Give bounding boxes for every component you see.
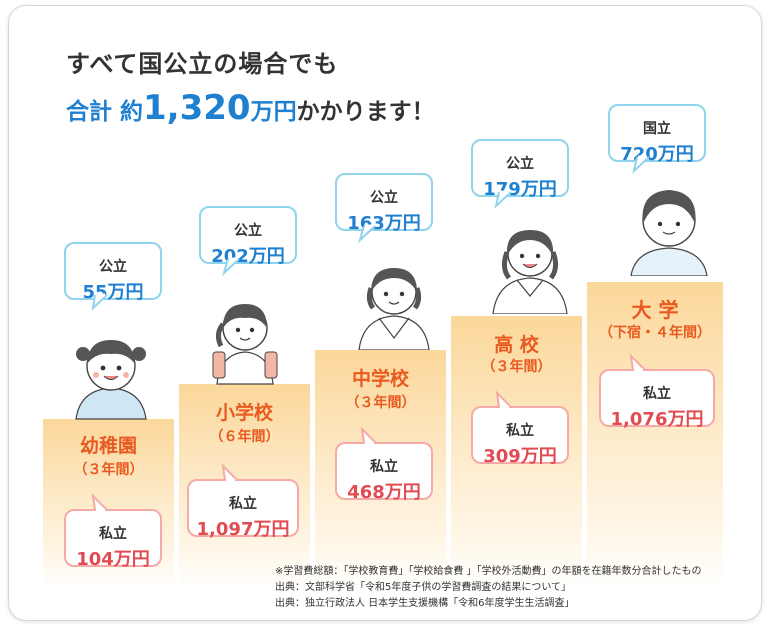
infographic-card: すべて国公立の場合でも 合計 約1,320万円かかります！ 幼稚園 （３年間） …: [8, 5, 762, 621]
private-bubble-high-school: 私立 309万円: [471, 406, 569, 467]
bubble-value: 202万円: [211, 246, 285, 267]
footnote: 出典：文部科学省「令和5年度子供の学習費調査の結果について」: [275, 582, 572, 593]
bubble-type: 公立: [99, 259, 127, 275]
child-kindergarten-illustration: [75, 340, 147, 420]
bubble-value: 720万円: [620, 144, 694, 165]
public-bubble-kindergarten: 公立 55万円: [64, 242, 162, 303]
stage-years: （３年間）: [73, 462, 144, 478]
bubble-value: 179万円: [483, 179, 557, 200]
bubble-value: 55万円: [82, 282, 144, 303]
stage-name: 幼稚園: [79, 435, 137, 457]
stage-name: 高 校: [494, 334, 539, 356]
bubble-type: 私立: [229, 496, 257, 512]
bubble-type: 公立: [506, 156, 534, 172]
footnote: 出典：独立行政法人 日本学生支援機構「令和6年度学生生活調査」: [275, 598, 575, 609]
headline-suffix: かかります！: [296, 99, 435, 125]
public-bubble-elementary: 公立 202万円: [199, 206, 297, 267]
public-bubble-high-school: 公立 179万円: [471, 139, 569, 200]
bubble-type: 国立: [643, 121, 671, 137]
bubble-type: 私立: [370, 459, 398, 475]
bubble-type: 私立: [643, 386, 671, 402]
stage-name: 小学校: [215, 402, 273, 424]
bubble-type: 私立: [99, 526, 127, 542]
footnote: ※学習費総額：「学校教育費」「学校給食費 」「学校外活動費」の年額を在籍年数分合…: [275, 566, 702, 577]
stage-years: （３年間）: [345, 395, 416, 411]
private-bubble-junior-high: 私立 468万円: [335, 442, 433, 503]
student-university-illustration: [630, 190, 708, 276]
private-bubble-university: 私立 1,076万円: [599, 369, 715, 430]
stage-years: （３年間）: [481, 359, 552, 375]
bubble-value: 309万円: [483, 446, 557, 467]
bubble-value: 1,076万円: [610, 409, 704, 430]
bubble-value: 468万円: [347, 482, 421, 503]
bubble-value: 104万円: [76, 549, 150, 570]
stage-name: 大 学: [631, 298, 679, 322]
private-bubble-kindergarten: 私立 104万円: [64, 509, 162, 570]
step-university: 大 学 （下宿・４年間）: [587, 282, 723, 589]
student-junior-high-illustration: [358, 268, 430, 350]
stage-years: （６年間）: [209, 429, 280, 445]
child-elementary-illustration: [212, 304, 278, 385]
bubble-value: 163万円: [347, 213, 421, 234]
public-bubble-university: 国立 720万円: [608, 104, 706, 165]
footnotes: ※学習費総額：「学校教育費」「学校給食費 」「学校外活動費」の年額を在籍年数分合…: [275, 564, 702, 612]
headline-line1: すべて国公立の場合でも: [66, 50, 339, 78]
headline-line2: 合計 約1,320万円かかります！: [66, 88, 435, 128]
student-high-school-illustration: [492, 230, 568, 314]
stage-years: （下宿・４年間）: [599, 325, 711, 341]
headline-total-number: 1,320: [143, 88, 251, 128]
bubble-type: 公立: [370, 190, 398, 206]
headline-total-prefix: 合計 約: [66, 99, 144, 125]
private-bubble-elementary: 私立 1,097万円: [187, 479, 299, 540]
public-bubble-junior-high: 公立 163万円: [335, 173, 433, 234]
bubble-value: 1,097万円: [196, 519, 290, 540]
headline-total-unit: 万円: [250, 99, 297, 125]
bubble-type: 公立: [234, 223, 262, 239]
stage-name: 中学校: [351, 368, 409, 390]
bubble-type: 私立: [506, 423, 534, 439]
